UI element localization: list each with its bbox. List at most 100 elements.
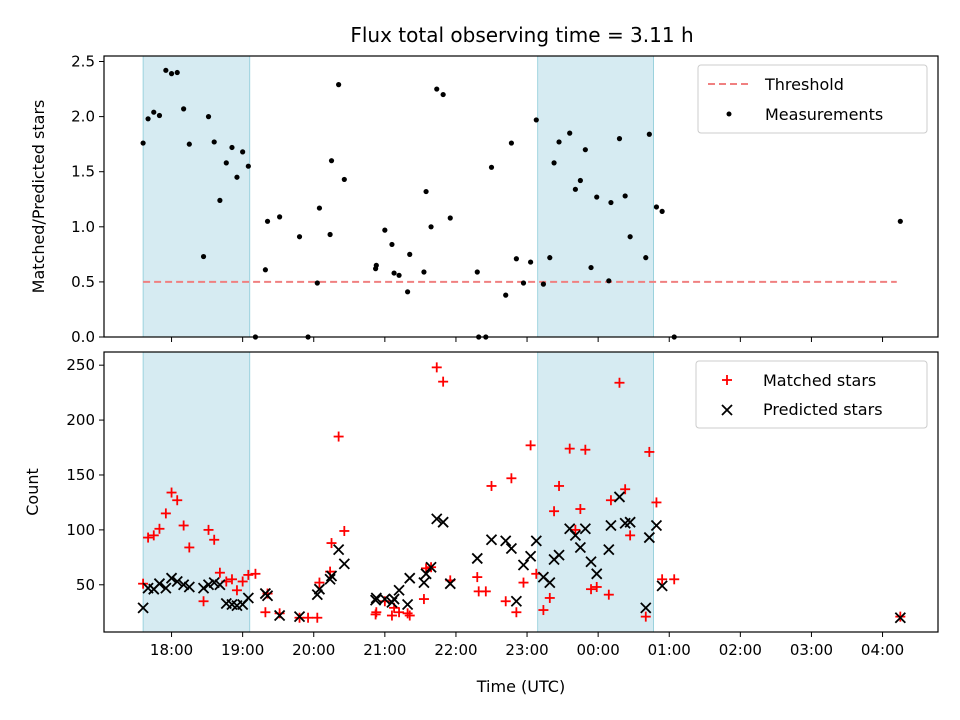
measurement-point (229, 144, 235, 151)
matched-star-point (402, 608, 413, 619)
legend-measurements-swatch (726, 111, 732, 117)
matched-star-point (418, 594, 429, 605)
legend-threshold-label: Threshold (764, 75, 844, 94)
matched-star-point (480, 586, 491, 597)
bottom-legend-box (695, 360, 928, 429)
matched-star-point (564, 443, 575, 454)
predicted-star-point (574, 541, 587, 554)
y-tick-label: 250 (66, 356, 95, 374)
matched-star-point (386, 610, 397, 621)
bottom-panel: 50 100 150 200 250 18:00 19:00 20:00 21:00 22:00… (23, 351, 939, 696)
matched-star-point (614, 377, 625, 388)
matched-star-point (303, 612, 314, 623)
measurement-point (217, 197, 223, 203)
legend-predicted-marker (721, 404, 733, 416)
measurement-point (556, 139, 562, 145)
bottom-x-ticks: 18:00 19:00 20:00 21:00 22:00 23:00 00:00 01:00… (150, 632, 904, 659)
predicted-star-point (471, 552, 483, 565)
predicted-star-point (603, 544, 615, 556)
measurement-point (240, 149, 246, 155)
matched-star-point (148, 530, 159, 541)
matched-star-point (511, 607, 522, 618)
predicted-star-point (640, 602, 652, 614)
predicted-star-point (544, 576, 556, 589)
measurement-point (606, 278, 612, 284)
predicted-star-point (214, 579, 226, 591)
measurement-point (391, 270, 397, 276)
measurement-point (234, 174, 240, 180)
predicted-star-point (643, 531, 655, 544)
matched-star-point (166, 487, 177, 498)
bottom-y-axis-label: Count (23, 468, 42, 516)
measurement-point (327, 231, 333, 238)
matched-star-point (178, 520, 189, 531)
measurement-point (373, 262, 379, 268)
matched-star-point (143, 532, 154, 543)
x-tick-label: 23:00 (505, 641, 548, 659)
predicted-star-point (338, 558, 350, 570)
measurement-point (181, 106, 187, 112)
measurement-point (140, 140, 146, 146)
measurement-point (407, 251, 413, 257)
measurement-point (547, 255, 553, 261)
measurement-point (328, 158, 335, 164)
measurement-point (341, 176, 347, 183)
measurement-point (520, 280, 527, 286)
matched-star-point (431, 362, 442, 373)
measurement-point (646, 131, 652, 137)
y-tick-label: 150 (66, 466, 95, 484)
bottom-matched-points (138, 362, 906, 623)
matched-star-point (657, 574, 668, 585)
measurement-point (627, 234, 633, 240)
measurement-point (608, 199, 614, 206)
matched-star-point (312, 612, 323, 623)
matched-star-point (250, 568, 261, 579)
y-tick-label: 2.0 (71, 108, 95, 126)
matched-star-point (544, 592, 555, 603)
matched-star-point (314, 577, 325, 588)
measurement-point (404, 289, 411, 295)
predicted-star-point (425, 561, 437, 573)
matched-star-point (518, 577, 529, 588)
measurement-point (572, 186, 578, 192)
predicted-star-point (517, 559, 530, 571)
measurement-point (168, 71, 175, 77)
predicted-star-point (591, 568, 603, 580)
matched-star-point (438, 376, 449, 387)
matched-star-point (591, 581, 602, 592)
measurement-point (616, 136, 623, 142)
predicted-star-point (401, 598, 414, 611)
matched-star-point (198, 596, 209, 607)
x-tick-label: 04:00 (861, 641, 904, 659)
x-tick-label: 21:00 (363, 641, 406, 659)
matched-star-point (525, 440, 536, 451)
predicted-star-point (273, 609, 286, 622)
matched-star-point (203, 524, 214, 535)
x-axis-label: Time (UTC) (476, 677, 565, 696)
top-x-ticks (171, 337, 884, 342)
top-legend: Threshold Measurements (697, 64, 928, 134)
matched-star-point (394, 607, 405, 618)
predicted-star-point (437, 516, 449, 528)
predicted-star-point (418, 576, 430, 589)
y-tick-label: 100 (66, 521, 95, 539)
measurement-point (643, 255, 649, 261)
measurement-point (653, 204, 660, 210)
top-axes-frame (103, 55, 939, 338)
measurement-point (200, 253, 207, 260)
top-panel: 0.0 0.5 1.0 1.5 2.0 2.5 Matched/Predicted sta… (29, 53, 939, 346)
predicted-star-point (388, 593, 400, 605)
measurement-point (156, 112, 163, 119)
measurement-point (163, 67, 169, 73)
matched-star-point (651, 497, 662, 508)
matched-star-point (603, 589, 614, 600)
matched-star-point (472, 572, 483, 583)
predicted-star-point (153, 578, 166, 590)
matched-star-point (538, 605, 549, 616)
predicted-star-point (510, 595, 523, 607)
matched-star-point (586, 584, 597, 595)
predicted-star-point (393, 584, 405, 596)
y-tick-label: 1.5 (71, 163, 95, 181)
predicted-star-point (530, 535, 542, 547)
matched-star-point (669, 574, 680, 585)
